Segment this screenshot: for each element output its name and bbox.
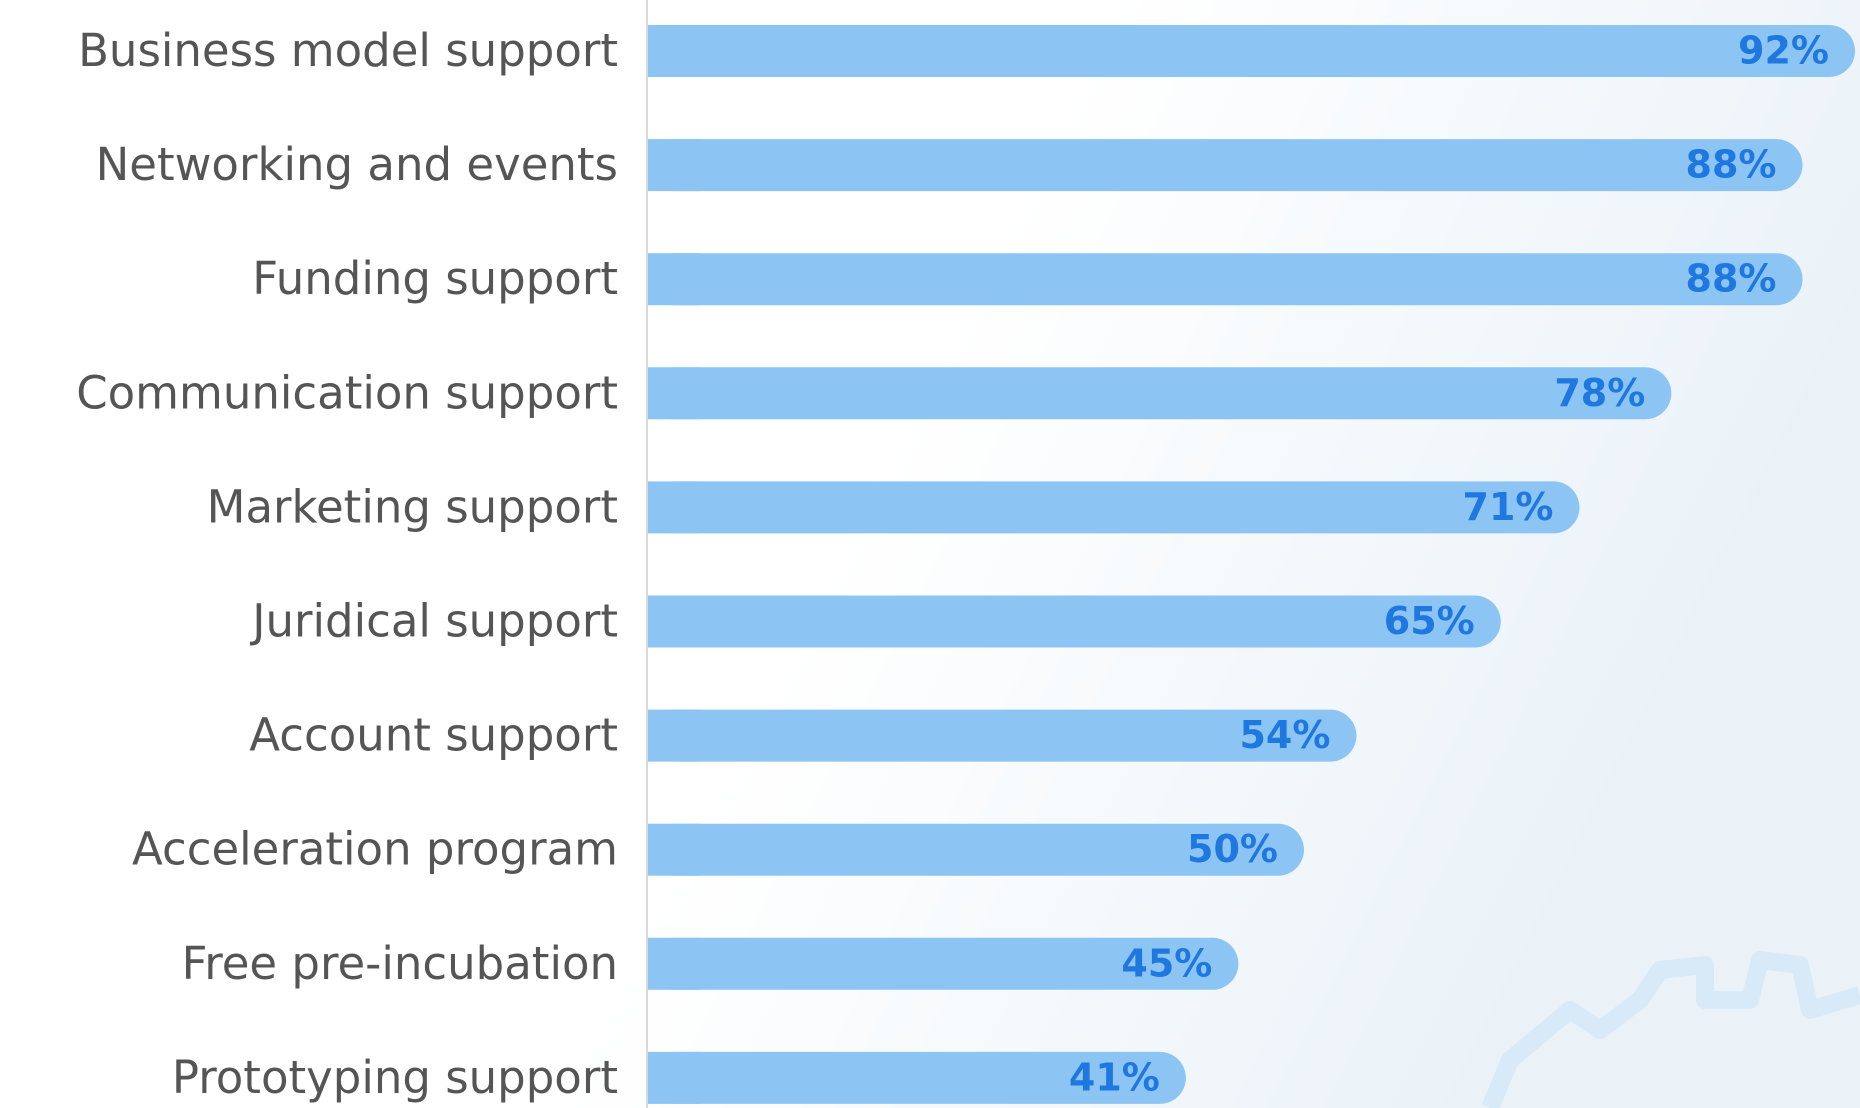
bar-base	[648, 367, 700, 420]
category-label: Acceleration program	[132, 823, 618, 876]
bar-base	[648, 937, 700, 990]
category-label: Funding support	[252, 252, 618, 305]
bar	[648, 139, 1803, 192]
value-label: 78%	[1554, 371, 1645, 415]
category-label: Communication support	[76, 366, 618, 419]
bar-base	[648, 253, 700, 306]
bar-base	[648, 1051, 700, 1104]
bar	[648, 823, 1304, 876]
value-label: 65%	[1384, 599, 1475, 643]
value-label: 92%	[1738, 29, 1829, 73]
bar	[648, 595, 1501, 648]
bar	[648, 253, 1803, 306]
bar	[648, 937, 1239, 990]
bar	[648, 481, 1580, 534]
value-label: 41%	[1069, 1055, 1160, 1099]
bar-base	[648, 139, 700, 192]
bar-base	[648, 481, 700, 534]
value-label: 50%	[1187, 827, 1278, 871]
value-label: 54%	[1239, 713, 1330, 757]
gear-decoration	[1481, 951, 1860, 1108]
value-label: 88%	[1686, 257, 1777, 301]
bar-base	[648, 823, 700, 876]
value-label: 45%	[1121, 941, 1212, 985]
category-label: Free pre-incubation	[182, 937, 618, 990]
bar	[648, 367, 1672, 420]
bar-base	[648, 709, 700, 762]
bar	[648, 709, 1357, 762]
category-label: Business model support	[78, 24, 618, 77]
value-label: 71%	[1463, 485, 1554, 529]
category-label: Juridical support	[249, 595, 618, 648]
bar-base	[648, 25, 700, 77]
category-label: Marketing support	[207, 480, 618, 533]
bar-base	[648, 595, 700, 648]
bar	[648, 1051, 1186, 1104]
category-label: Account support	[249, 709, 618, 762]
value-label: 88%	[1686, 143, 1777, 187]
bar	[648, 25, 1855, 77]
category-label: Networking and events	[96, 138, 618, 191]
category-label: Prototyping support	[172, 1051, 618, 1104]
